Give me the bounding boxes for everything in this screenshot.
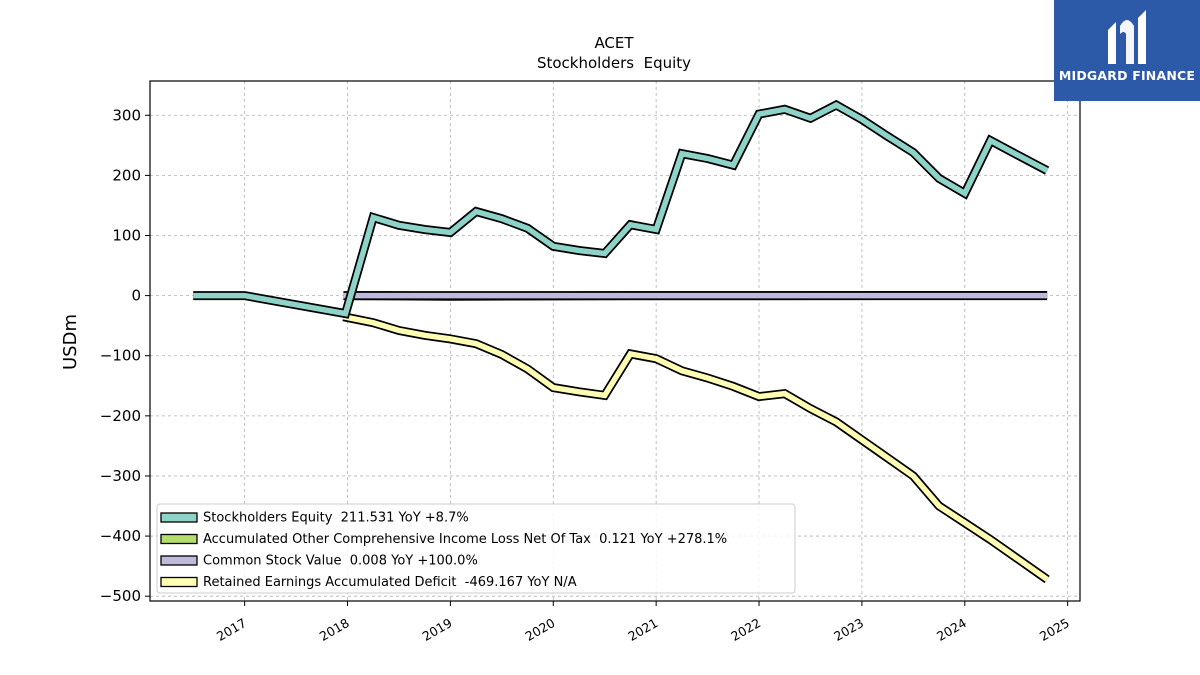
- x-tick-label: 2025: [1037, 615, 1072, 644]
- legend-swatch: [160, 555, 198, 566]
- y-axis-label: USDm: [60, 314, 81, 370]
- legend: Stockholders Equity 211.531 YoY +8.7% Acc…: [156, 503, 796, 594]
- chart-title: ACET: [594, 34, 634, 52]
- legend-swatch: [160, 576, 198, 588]
- brand-logo: MIDGARD FINANCE: [1054, 0, 1200, 101]
- brand-name: MIDGARD FINANCE: [1058, 68, 1196, 83]
- x-tick-label: 2020: [523, 615, 558, 644]
- x-tick-label: 2023: [831, 615, 866, 644]
- legend-swatch: [160, 512, 198, 523]
- x-tick-label: 2021: [625, 615, 660, 644]
- y-tick-label: 100: [112, 226, 141, 244]
- x-tick-label: 2024: [934, 615, 969, 644]
- y-tick-label: −100: [100, 347, 141, 365]
- legend-label: Common Stock Value 0.008 YoY +100.0%: [203, 554, 478, 569]
- legend-label: Accumulated Other Comprehensive Income L…: [203, 532, 727, 547]
- series-lines: [193, 99, 1050, 584]
- y-tick-label: −400: [100, 527, 141, 545]
- y-tick-label: 200: [112, 166, 141, 184]
- legend-label: Stockholders Equity 211.531 YoY +8.7%: [203, 511, 469, 526]
- y-tick-label: −300: [100, 467, 141, 485]
- x-tick-label: 2017: [214, 615, 249, 644]
- y-tick-label: −500: [100, 587, 141, 605]
- chart-subtitle: Stockholders Equity: [537, 54, 691, 72]
- legend-box: [156, 503, 796, 594]
- legend-swatch: [160, 533, 198, 545]
- legend-label: Retained Earnings Accumulated Deficit -4…: [203, 575, 577, 590]
- series-line: [193, 99, 1050, 319]
- y-tick-label: 300: [112, 106, 141, 124]
- plot-area-frame: [149, 80, 1081, 602]
- midgard-m-logo-icon: [1108, 10, 1146, 64]
- y-tick-label: −200: [100, 407, 141, 425]
- series-line: [342, 312, 1050, 584]
- x-tick-label: 2022: [728, 615, 763, 644]
- x-tick-label: 2019: [420, 615, 455, 644]
- y-tick-label: 0: [131, 287, 141, 305]
- x-tick-label: 2018: [317, 615, 352, 644]
